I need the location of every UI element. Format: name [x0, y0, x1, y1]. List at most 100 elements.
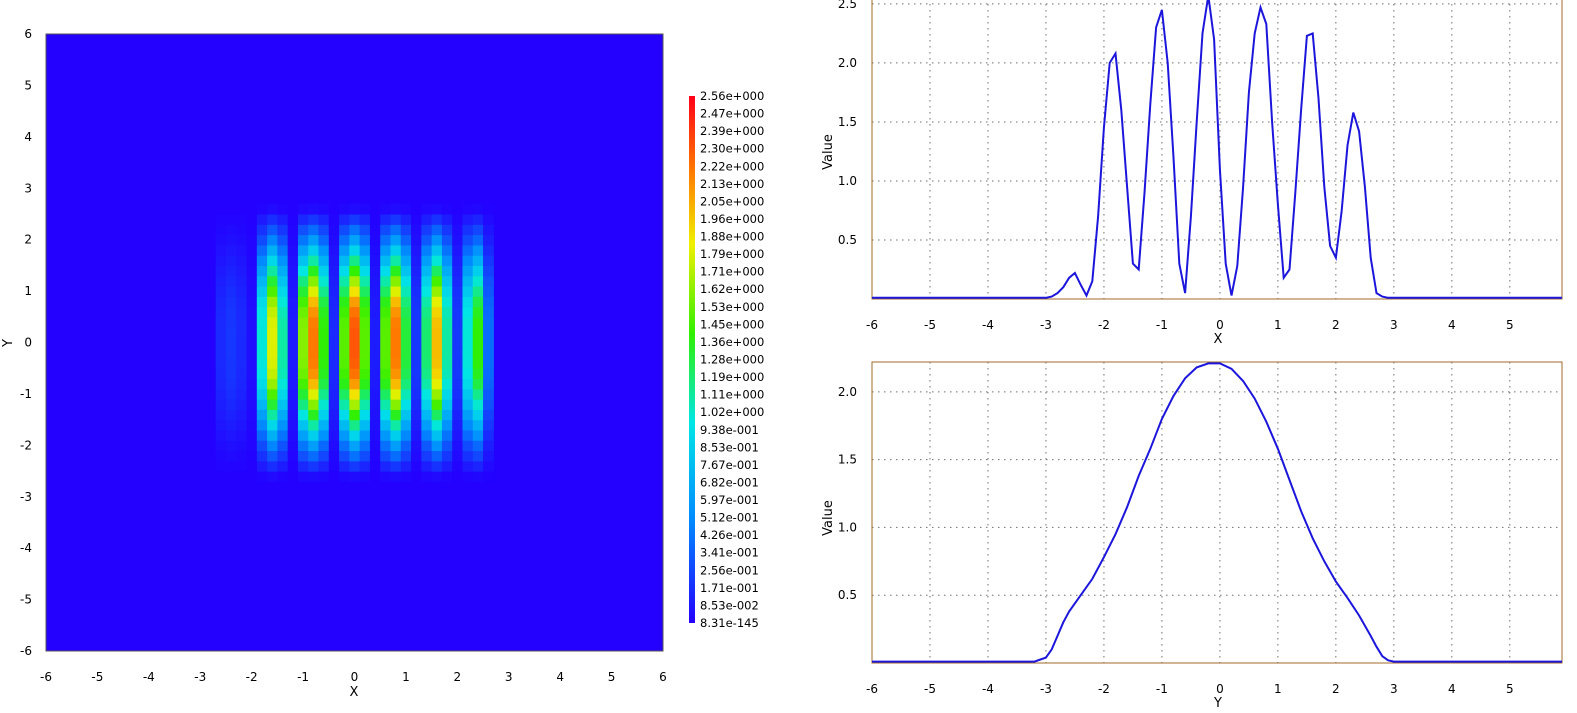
heatmap-cell [441, 450, 453, 462]
heatmap-cell [421, 213, 433, 225]
heatmap-cell [246, 399, 258, 410]
heatmap-cell [369, 471, 381, 482]
heatmap-cell [256, 316, 268, 328]
heatmap-cell [297, 378, 309, 390]
heatmap-cell [441, 244, 453, 256]
heatmap-cell [339, 378, 350, 390]
heatmap-cell [472, 296, 484, 308]
heatmap-cell [400, 224, 412, 236]
heatmap-cell [380, 347, 392, 359]
heatmap-cell [359, 234, 371, 246]
heatmap-cell [472, 347, 484, 359]
heatmap-cell [225, 224, 237, 236]
heatmap-cell [390, 327, 402, 338]
heatmap-cell [472, 440, 484, 452]
heatmap-cell [297, 450, 309, 462]
heatmap-cell [483, 244, 494, 256]
heatmap-cell [287, 388, 299, 400]
heatmap-cell [267, 368, 278, 380]
heatmap-cell [236, 327, 248, 338]
heatmap-cell [339, 337, 350, 349]
heatmap-cell [359, 316, 371, 328]
x-profile-series-line [872, 0, 1562, 299]
heatmap-cell [452, 275, 464, 287]
heatmap-cell [431, 460, 443, 472]
heatmap-cell [246, 450, 258, 462]
heatmap-cell [267, 275, 278, 287]
heatmap-cell [267, 255, 278, 266]
heatmap-cell [246, 460, 258, 472]
heatmap-cell [297, 296, 309, 308]
heatmap-cell [462, 306, 474, 318]
heatmap-cell [349, 337, 361, 349]
heatmap-cell [236, 296, 248, 308]
heatmap-cell [339, 203, 350, 215]
heatmap-cell [287, 296, 299, 308]
heatmap-cell [287, 357, 299, 369]
heatmap-cell [318, 327, 330, 338]
heatmap-cell [225, 327, 237, 338]
heatmap-cell [359, 265, 371, 277]
heatmap-cell [236, 460, 248, 472]
heatmap-cell [441, 388, 453, 400]
heatmap-cell [225, 357, 237, 369]
heatmap-cell [256, 275, 268, 287]
heatmap-y-tick-label: -2 [20, 438, 32, 452]
heatmap-cell [421, 337, 433, 349]
colorbar-tick-label: 8.53e-002 [700, 598, 759, 612]
heatmap-cell [390, 306, 402, 318]
heatmap-cell [215, 337, 227, 349]
heatmap-cell [236, 409, 248, 421]
heatmap-cell [256, 378, 268, 390]
heatmap-cell [287, 409, 299, 421]
heatmap-cell [236, 306, 248, 318]
heatmap-cell [483, 450, 494, 462]
heatmap-x-tick-label: 1 [402, 670, 410, 684]
heatmap-cell [246, 409, 258, 421]
x-profile-y-axis-label: Value [821, 134, 836, 170]
heatmap-cell [452, 296, 464, 308]
heatmap-cell [462, 337, 474, 349]
heatmap-cell [411, 471, 422, 482]
heatmap-cell [246, 234, 258, 246]
heatmap-cell [246, 471, 258, 482]
heatmap-cell [452, 316, 464, 328]
heatmap-cell [431, 244, 443, 256]
heatmap-cell [318, 450, 330, 462]
heatmap-cell [246, 275, 258, 287]
heatmap-cell [390, 357, 402, 369]
heatmap-cell [328, 244, 340, 256]
heatmap-cell [472, 244, 484, 256]
lp1-y-tick-label: 1.0 [838, 174, 857, 188]
heatmap-cell [400, 368, 412, 380]
heatmap-cell [215, 429, 227, 441]
heatmap-cell [256, 244, 268, 256]
heatmap-cell [441, 327, 453, 338]
heatmap-y-tick-label: -1 [20, 387, 32, 401]
heatmap-cell [256, 368, 268, 380]
heatmap-cell [287, 347, 299, 359]
heatmap-cell [256, 296, 268, 308]
heatmap-cell [411, 224, 422, 236]
heatmap-cell [215, 378, 227, 390]
heatmap-cell [318, 419, 330, 431]
heatmap-cell [462, 316, 474, 328]
heatmap-cell [472, 275, 484, 287]
heatmap-cell [328, 388, 340, 400]
heatmap-cell [462, 296, 474, 308]
heatmap-cell [369, 347, 381, 359]
heatmap-cell [225, 265, 237, 277]
heatmap-cell [328, 450, 340, 462]
heatmap-cell [441, 378, 453, 390]
heatmap-cells [215, 203, 494, 482]
heatmap-cell [287, 244, 299, 256]
heatmap-cell [256, 471, 268, 482]
heatmap-cell [225, 296, 237, 308]
heatmap-cell [411, 347, 422, 359]
lp1-y-tick-label: 2.0 [838, 56, 857, 70]
heatmap-cell [452, 429, 464, 441]
heatmap-cell [328, 471, 340, 482]
heatmap-cell [267, 419, 278, 431]
heatmap-cell [400, 327, 412, 338]
heatmap-cell [225, 316, 237, 328]
